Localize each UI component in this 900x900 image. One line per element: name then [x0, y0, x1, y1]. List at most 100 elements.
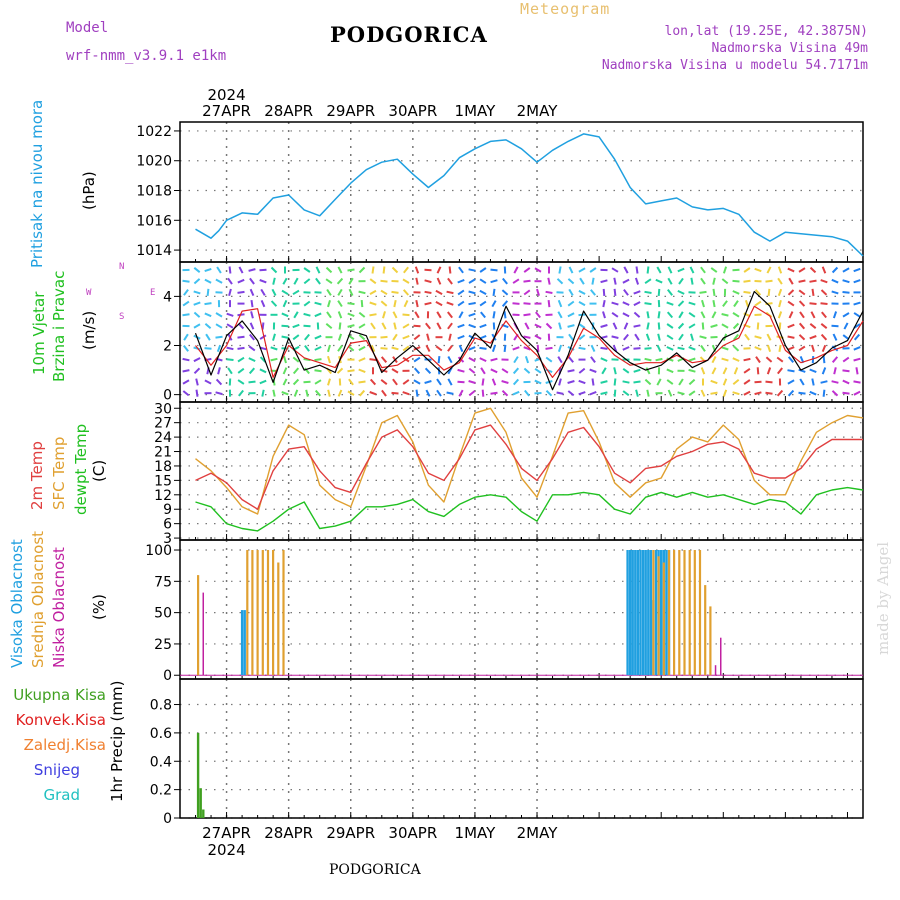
wind-barb [787, 369, 795, 373]
wind-barb [743, 390, 751, 396]
wind-barb [578, 301, 586, 307]
wind-barb [613, 389, 617, 397]
cloud-high-bar [626, 550, 629, 676]
wind-barb [513, 356, 519, 364]
cloud-mid-bar [251, 550, 254, 676]
wind-barb [292, 323, 300, 329]
wind-barb [557, 299, 563, 308]
wind-barb [215, 378, 223, 386]
wind-barb [765, 391, 773, 395]
cloud-low-bar [720, 637, 722, 676]
wind-barb [732, 391, 740, 396]
wind-barb [492, 288, 496, 297]
wind-barb [732, 312, 740, 318]
wind-barb [567, 390, 575, 397]
wind-barb [195, 378, 199, 386]
wind-barb [272, 333, 276, 341]
wind-barb [468, 290, 476, 295]
wind-barb [457, 300, 465, 307]
wind-barb [415, 299, 419, 308]
wind-barb [491, 378, 497, 386]
wind-barb [545, 290, 553, 294]
wind-barb [732, 290, 740, 295]
wind-barb [622, 346, 630, 351]
wind-barb [436, 277, 442, 285]
wind-barb [403, 266, 409, 274]
wind-barb [523, 313, 531, 317]
day-label-top: 1MAY [455, 102, 497, 120]
wind-barb [765, 380, 773, 384]
wind-barb [699, 290, 707, 294]
wind-barb [700, 344, 706, 352]
day-label-top: 29APR [326, 102, 375, 120]
wind-barb [568, 266, 574, 274]
wind-barb [228, 266, 232, 274]
wind-barb [567, 369, 575, 373]
year-label-bottom: 2024 [207, 841, 245, 859]
wind-barb [237, 379, 245, 385]
wind-barb [743, 290, 751, 294]
wind-barb [468, 390, 476, 397]
wind-barb [622, 312, 630, 318]
wind-barb [347, 312, 355, 318]
wind-barb [688, 346, 696, 351]
wind-barb [821, 266, 827, 274]
y-tick-label: 3 [163, 531, 172, 547]
wind-barb [646, 322, 650, 330]
wind-barb [744, 333, 750, 341]
wind-barb [380, 356, 388, 363]
wind-barb [447, 277, 453, 285]
wind-barb [524, 389, 530, 397]
wind-barb [369, 301, 377, 306]
y-tick-label: 0.4 [150, 754, 172, 770]
wind-barb [689, 266, 695, 274]
wind-barb [523, 335, 531, 339]
day-label-bottom: 27APR [202, 824, 251, 842]
wind-barb [613, 367, 617, 375]
wind-barb [666, 301, 674, 306]
wind-barb [820, 333, 828, 341]
wind-barb [765, 356, 773, 363]
wind-barb [249, 322, 255, 330]
y-tick-label: 25 [154, 637, 172, 653]
wind-barb [260, 288, 266, 296]
wind-barb [259, 334, 267, 340]
wind-barb [468, 302, 476, 306]
wind-barb [809, 266, 817, 274]
y-tick-label: 6 [163, 517, 172, 533]
legend-total-rain: Ukupna Kisa [13, 686, 106, 704]
wind-barb [490, 268, 498, 272]
wind-barb [501, 300, 509, 307]
wind-barb [842, 369, 850, 373]
y-tick-label: 18 [154, 459, 172, 475]
wind-barb [558, 378, 562, 386]
wind-barb [788, 311, 794, 319]
y-tick-label: 1020 [136, 154, 172, 170]
wind-barb [536, 288, 540, 296]
wind-barb [314, 345, 322, 351]
wind-barb [534, 323, 542, 329]
wind-barb [193, 278, 201, 285]
wind-barb [490, 357, 498, 362]
wind-barb [479, 357, 487, 363]
wind-barb [798, 391, 806, 395]
wind-barb [347, 345, 355, 352]
wind-barb [392, 311, 398, 319]
precip-bar [199, 788, 202, 818]
wind-barb [382, 311, 386, 319]
wind-barb [282, 277, 288, 285]
wind-barb [578, 323, 586, 329]
wind-barb [513, 266, 519, 274]
wind-barb [767, 288, 771, 297]
wind-barb [600, 324, 608, 328]
wind-barb [193, 301, 201, 306]
wind-barb [413, 324, 421, 328]
wind-barb [391, 290, 399, 294]
wind-barb [799, 378, 805, 386]
wind-barb [787, 300, 795, 307]
wind-barb [380, 379, 388, 385]
wind-barb [238, 389, 244, 397]
wind-barb [600, 279, 608, 284]
wind-barb [215, 323, 223, 329]
